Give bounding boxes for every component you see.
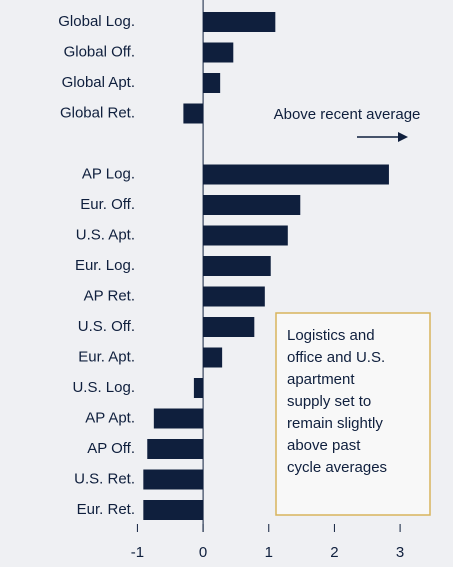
y-tick-label: U.S. Ret. — [74, 470, 135, 487]
bar — [203, 195, 301, 215]
bar — [203, 256, 271, 276]
y-tick-label: Eur. Off. — [80, 196, 135, 213]
y-tick-label: U.S. Log. — [72, 379, 135, 396]
note-line: above past — [287, 437, 361, 454]
x-tick-label: -1 — [131, 544, 144, 561]
bar — [203, 347, 223, 368]
bar — [203, 225, 288, 246]
bar — [203, 12, 276, 32]
x-tick-label: 0 — [199, 544, 207, 561]
y-tick-label: Global Apt. — [62, 74, 135, 91]
bar — [203, 317, 255, 337]
y-tick-label: AP Apt. — [85, 409, 135, 426]
bar — [203, 286, 265, 307]
bar — [143, 469, 204, 490]
y-tick-label: Global Log. — [58, 13, 135, 30]
y-tick-label: Global Off. — [64, 43, 135, 60]
y-tick-label: AP Ret. — [84, 287, 135, 304]
note-line: cycle averages — [287, 459, 387, 476]
note-line: supply set to — [287, 393, 371, 410]
bar — [203, 164, 389, 185]
y-tick-label: AP Off. — [87, 440, 135, 457]
x-tick-label: 2 — [330, 544, 338, 561]
arrow-head — [398, 132, 408, 142]
bar — [203, 42, 234, 63]
note-line: apartment — [287, 371, 355, 388]
annotation: Above recent average — [274, 106, 421, 123]
bar — [183, 103, 204, 124]
y-tick-label: AP Log. — [82, 165, 135, 182]
bar — [193, 378, 204, 398]
y-tick-label: U.S. Apt. — [76, 226, 135, 243]
note-box — [275, 312, 431, 516]
bar — [203, 73, 221, 93]
y-tick-label: Eur. Log. — [75, 257, 135, 274]
note-line: Logistics and — [287, 327, 375, 344]
y-tick-label: Eur. Ret. — [77, 501, 135, 518]
y-tick-label: U.S. Off. — [78, 318, 135, 335]
bar — [143, 500, 204, 520]
note-line: office and U.S. — [287, 349, 385, 366]
y-tick-label: Global Ret. — [60, 104, 135, 121]
bar — [147, 439, 204, 459]
y-tick-label: Eur. Apt. — [78, 348, 135, 365]
note-line: remain slightly — [287, 415, 383, 432]
x-tick-label: 3 — [396, 544, 404, 561]
bar — [153, 408, 204, 429]
x-tick-label: 1 — [265, 544, 273, 561]
